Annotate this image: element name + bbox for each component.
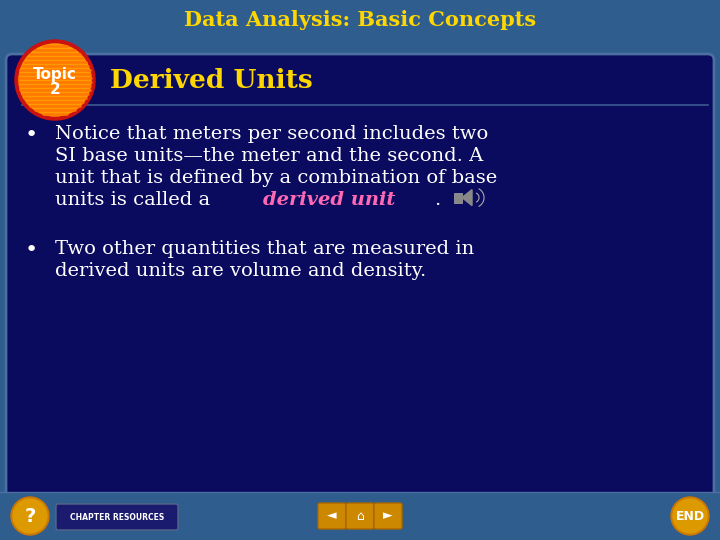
Text: Topic: Topic [33,68,77,83]
FancyBboxPatch shape [318,503,346,529]
FancyBboxPatch shape [6,54,714,498]
Text: units is called a: units is called a [55,191,217,209]
Text: 2: 2 [50,83,60,98]
Text: unit that is defined by a combination of base: unit that is defined by a combination of… [55,169,498,187]
Circle shape [673,499,707,533]
Text: derived units are volume and density.: derived units are volume and density. [55,262,426,280]
FancyBboxPatch shape [454,193,462,202]
FancyBboxPatch shape [0,492,720,540]
Circle shape [13,499,47,533]
Text: ►: ► [383,510,393,523]
Text: Data Analysis: Basic Concepts: Data Analysis: Basic Concepts [184,10,536,30]
Text: derived unit: derived unit [264,191,395,209]
FancyBboxPatch shape [56,504,178,530]
Text: ⌂: ⌂ [356,510,364,523]
Text: ?: ? [24,507,36,525]
FancyBboxPatch shape [346,503,374,529]
Text: •: • [25,240,38,260]
Text: Derived Units: Derived Units [110,68,312,92]
Circle shape [15,40,95,120]
Text: Two other quantities that are measured in: Two other quantities that are measured i… [55,240,474,258]
Text: CHAPTER RESOURCES: CHAPTER RESOURCES [70,512,164,522]
Text: ◄: ◄ [327,510,337,523]
Text: Notice that meters per second includes two: Notice that meters per second includes t… [55,125,488,143]
FancyBboxPatch shape [374,503,402,529]
Circle shape [19,44,91,116]
Text: END: END [675,510,705,523]
Polygon shape [462,190,472,206]
Circle shape [11,497,49,535]
Circle shape [671,497,709,535]
Text: SI base units—the meter and the second. A: SI base units—the meter and the second. … [55,147,483,165]
Text: •: • [25,125,38,145]
Text: .: . [434,191,441,209]
